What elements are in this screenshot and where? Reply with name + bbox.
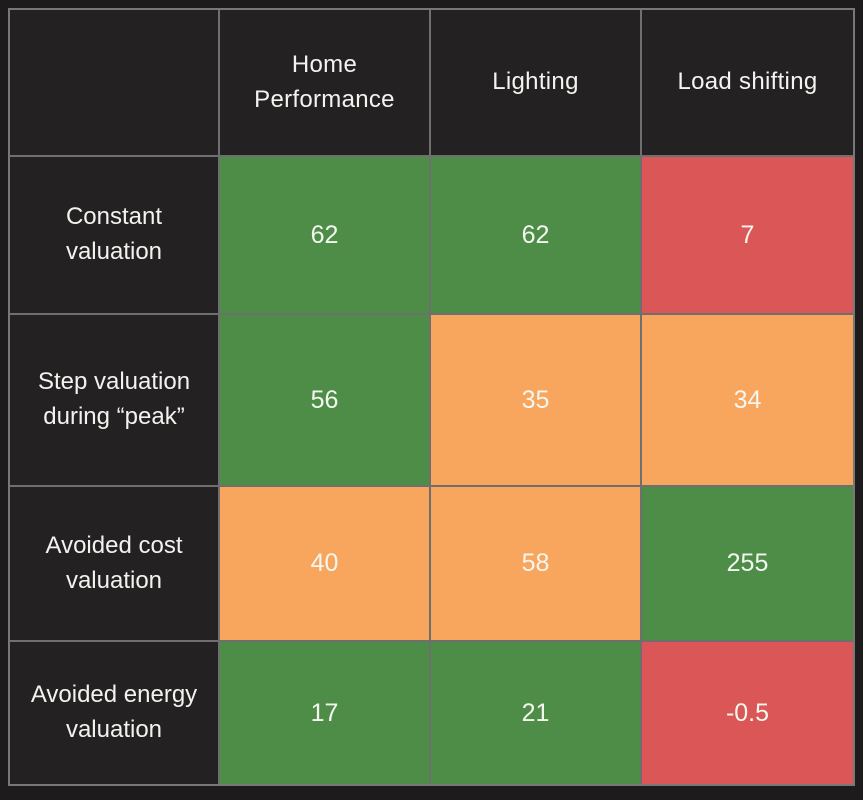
cell-step-lighting: 35 [431, 315, 640, 485]
cell-avoided-cost-home-performance: 40 [220, 487, 429, 640]
cell-constant-lighting: 62 [431, 157, 640, 313]
row-label-step-valuation: Step valuation during “peak” [10, 315, 218, 485]
cell-avoided-energy-home-performance: 17 [220, 642, 429, 784]
column-header-home-performance: Home Performance [220, 10, 429, 155]
corner-cell [10, 10, 218, 155]
cell-avoided-energy-load-shifting: -0.5 [642, 642, 853, 784]
cell-avoided-cost-lighting: 58 [431, 487, 640, 640]
cell-constant-load-shifting: 7 [642, 157, 853, 313]
cell-avoided-cost-load-shifting: 255 [642, 487, 853, 640]
row-label-avoided-cost-valuation: Avoided cost valuation [10, 487, 218, 640]
cell-constant-home-performance: 62 [220, 157, 429, 313]
row-label-avoided-energy-valuation: Avoided energy valuation [10, 642, 218, 784]
column-header-lighting: Lighting [431, 10, 640, 155]
cell-step-load-shifting: 34 [642, 315, 853, 485]
column-header-load-shifting: Load shifting [642, 10, 853, 155]
cell-step-home-performance: 56 [220, 315, 429, 485]
valuation-heatmap-table: Home Performance Lighting Load shifting … [8, 8, 855, 786]
cell-avoided-energy-lighting: 21 [431, 642, 640, 784]
row-label-constant-valuation: Constant valuation [10, 157, 218, 313]
